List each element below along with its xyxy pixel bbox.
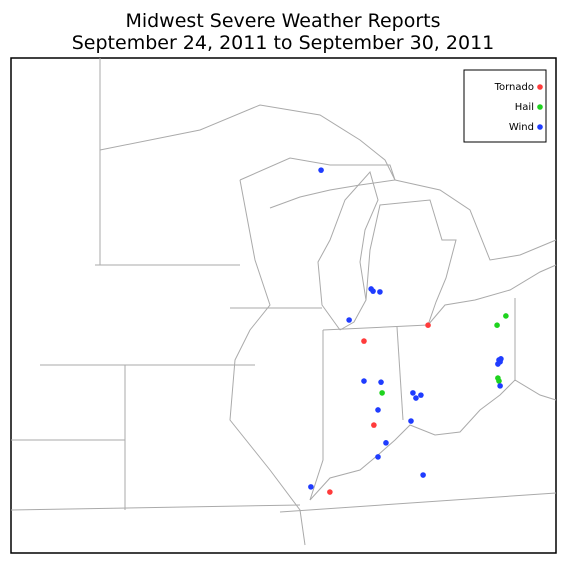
report-point xyxy=(413,395,419,401)
report-point xyxy=(327,489,333,495)
report-point xyxy=(370,288,376,294)
report-point xyxy=(308,484,314,490)
legend-label: Hail xyxy=(515,102,534,113)
report-point xyxy=(494,322,500,328)
report-point xyxy=(375,454,381,460)
report-point xyxy=(503,313,509,319)
report-point xyxy=(371,422,377,428)
report-point xyxy=(361,338,367,344)
report-point xyxy=(425,322,431,328)
legend-swatch xyxy=(537,124,543,130)
report-point xyxy=(410,390,416,396)
map-frame xyxy=(10,57,557,554)
report-point xyxy=(346,317,352,323)
boundaries xyxy=(10,58,557,546)
report-point xyxy=(496,378,502,384)
report-point xyxy=(375,407,381,413)
legend-swatch xyxy=(537,104,543,110)
report-point xyxy=(418,392,424,398)
report-point xyxy=(498,356,504,362)
report-point xyxy=(377,289,383,295)
report-point xyxy=(361,378,367,384)
legend-label: Wind xyxy=(509,122,534,133)
report-point xyxy=(420,472,426,478)
legend-box xyxy=(463,69,547,143)
report-point xyxy=(379,390,385,396)
legend-swatch xyxy=(537,84,543,90)
report-point xyxy=(383,440,389,446)
legend-label: Tornado xyxy=(494,82,534,93)
title-line: Midwest Severe Weather Reports xyxy=(125,10,440,32)
report-point xyxy=(497,383,503,389)
report-point xyxy=(318,167,324,173)
report-point xyxy=(378,379,384,385)
title-line: September 24, 2011 to September 30, 2011 xyxy=(72,32,495,54)
report-point xyxy=(408,418,414,424)
report-point xyxy=(495,361,501,367)
